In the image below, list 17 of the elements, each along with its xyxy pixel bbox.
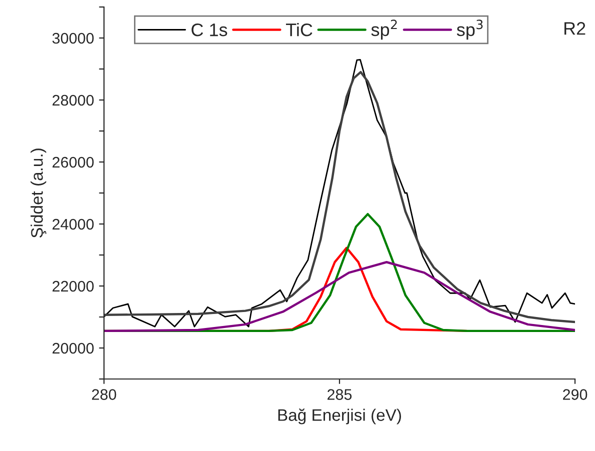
- x-tick-label: 290: [563, 389, 588, 400]
- legend-label: sp$^{3}$: [456, 20, 483, 40]
- y-tick-label: 24000: [52, 218, 94, 230]
- legend-label: sp$^{2}$: [371, 20, 397, 40]
- y-tick-label: 22000: [52, 280, 94, 292]
- legend-label: TiC: [286, 22, 312, 36]
- y-tick-label: 30000: [52, 32, 94, 44]
- y-tick-label: 20000: [52, 342, 94, 354]
- annotation: R2: [564, 22, 586, 35]
- legend-label: C 1s: [192, 23, 228, 36]
- x-tick-label: 280: [92, 389, 116, 400]
- y-axis-title: Şiddet (a.u.): [30, 148, 46, 238]
- x-axis-title: Bağ Enerjisi (eV): [278, 408, 401, 424]
- y-tick-label: 28000: [52, 94, 94, 106]
- y-tick-label: 26000: [52, 156, 94, 168]
- x-tick-label: 285: [328, 389, 352, 400]
- line-series: [104, 261, 575, 332]
